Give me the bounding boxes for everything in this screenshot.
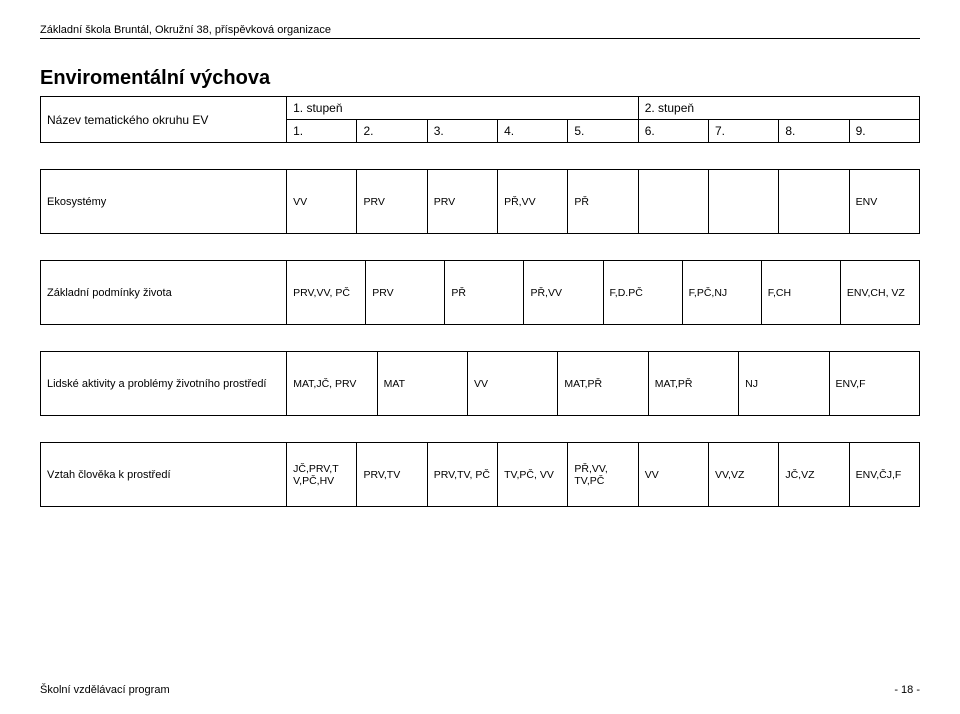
cell: MAT,PŘ [648, 352, 738, 416]
header-col-9: 9. [849, 120, 919, 143]
page: Základní škola Bruntál, Okružní 38, přís… [0, 0, 960, 714]
header-row-stages: Název tematického okruhu EV 1. stupeň 2.… [41, 97, 920, 120]
cell: MAT [377, 352, 467, 416]
header-col-3: 3. [427, 120, 497, 143]
cell: VV [638, 443, 708, 507]
cell: F,D.PČ [603, 261, 682, 325]
cell: MAT,PŘ [558, 352, 648, 416]
footer-left: Školní vzdělávací program [40, 684, 170, 696]
data-row-aktivity: Lidské aktivity a problémy životního pro… [40, 351, 920, 416]
cell: PŘ,VV [498, 170, 568, 234]
cell: ENV [849, 170, 919, 234]
cell: ENV,F [829, 352, 919, 416]
cell: MAT,JČ, PRV [287, 352, 377, 416]
header-col-5: 5. [568, 120, 638, 143]
header-stage1: 1. stupeň [287, 97, 639, 120]
row-label: Lidské aktivity a problémy životního pro… [41, 352, 287, 416]
cell: PŘ [445, 261, 524, 325]
footer-right: - 18 - [894, 684, 920, 696]
school-header: Základní škola Bruntál, Okružní 38, přís… [40, 24, 920, 36]
cell: PRV,VV, PČ [287, 261, 366, 325]
header-stage2: 2. stupeň [638, 97, 919, 120]
header-col-4: 4. [498, 120, 568, 143]
cell: F,PČ,NJ [682, 261, 761, 325]
header-col-7: 7. [709, 120, 779, 143]
page-title: Enviromentální výchova [40, 67, 920, 90]
cell: PRV [366, 261, 445, 325]
row-label: Vztah člověka k prostředí [41, 443, 287, 507]
cell: PŘ [568, 170, 638, 234]
data-row-vztah: Vztah člověka k prostředí JČ,PRV,T V,PČ,… [40, 442, 920, 507]
header-name-label: Název tematického okruhu EV [41, 97, 287, 143]
header-col-6: 6. [638, 120, 708, 143]
cell: JČ,PRV,T V,PČ,HV [287, 443, 357, 507]
cell: PŘ,VV, TV,PČ [568, 443, 638, 507]
cell: F,CH [761, 261, 840, 325]
table-row: Lidské aktivity a problémy životního pro… [41, 352, 920, 416]
row-label: Základní podmínky života [41, 261, 287, 325]
cell: PRV,TV [357, 443, 427, 507]
cell [709, 170, 779, 234]
cell [779, 170, 849, 234]
cell [638, 170, 708, 234]
table-row: Vztah člověka k prostředí JČ,PRV,T V,PČ,… [41, 443, 920, 507]
header-col-1: 1. [287, 120, 357, 143]
cell: JČ,VZ [779, 443, 849, 507]
page-footer: Školní vzdělávací program - 18 - [40, 684, 920, 696]
header-table: Název tematického okruhu EV 1. stupeň 2.… [40, 96, 920, 143]
table-row: Základní podmínky života PRV,VV, PČ PRV … [41, 261, 920, 325]
cell: TV,PČ, VV [498, 443, 568, 507]
cell: NJ [739, 352, 829, 416]
cell: PRV,TV, PČ [427, 443, 497, 507]
cell: PŘ,VV [524, 261, 603, 325]
header-col-8: 8. [779, 120, 849, 143]
cell: VV [287, 170, 357, 234]
data-row-ekosystemy: Ekosystémy VV PRV PRV PŘ,VV PŘ ENV [40, 169, 920, 234]
header-col-2: 2. [357, 120, 427, 143]
cell: ENV,ČJ,F [849, 443, 919, 507]
cell: PRV [357, 170, 427, 234]
header-divider [40, 38, 920, 39]
data-row-podminky: Základní podmínky života PRV,VV, PČ PRV … [40, 260, 920, 325]
cell: ENV,CH, VZ [840, 261, 919, 325]
cell: VV [467, 352, 557, 416]
table-row: Ekosystémy VV PRV PRV PŘ,VV PŘ ENV [41, 170, 920, 234]
row-label: Ekosystémy [41, 170, 287, 234]
cell: VV,VZ [709, 443, 779, 507]
cell: PRV [427, 170, 497, 234]
